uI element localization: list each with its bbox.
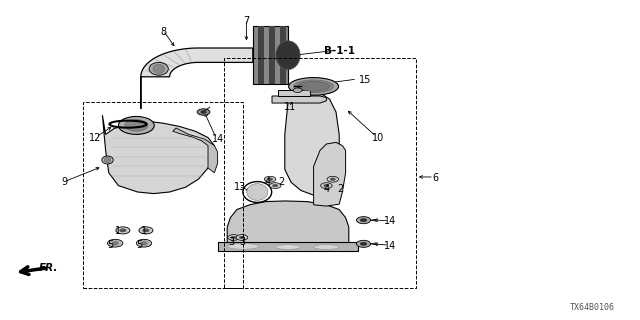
Bar [258, 27, 264, 84]
Polygon shape [272, 96, 326, 103]
Circle shape [125, 120, 148, 131]
Circle shape [136, 239, 152, 247]
Circle shape [143, 229, 149, 232]
Ellipse shape [104, 157, 111, 163]
Circle shape [264, 176, 276, 182]
Text: 4: 4 [264, 177, 271, 188]
Bar [83, 102, 243, 288]
Circle shape [228, 235, 239, 240]
Ellipse shape [153, 64, 164, 73]
Circle shape [112, 242, 118, 245]
Circle shape [273, 184, 278, 187]
Text: 7: 7 [243, 16, 250, 26]
Text: TX64B0106: TX64B0106 [570, 303, 614, 312]
Text: 1: 1 [141, 226, 147, 236]
Circle shape [327, 176, 339, 182]
Ellipse shape [247, 184, 268, 200]
Ellipse shape [289, 78, 339, 95]
Circle shape [356, 217, 371, 224]
Text: 4: 4 [323, 184, 330, 194]
Circle shape [236, 235, 248, 240]
Polygon shape [173, 128, 218, 173]
Text: 3: 3 [228, 236, 235, 247]
Text: 2: 2 [337, 184, 344, 194]
Bar [253, 27, 288, 84]
Text: 3: 3 [239, 236, 245, 247]
Circle shape [293, 88, 302, 92]
Text: 5: 5 [136, 240, 143, 250]
Text: 14: 14 [384, 216, 397, 227]
Text: 1: 1 [115, 226, 122, 236]
Ellipse shape [276, 41, 300, 70]
Circle shape [120, 229, 126, 232]
Ellipse shape [149, 62, 168, 75]
Text: 12: 12 [88, 132, 101, 143]
Circle shape [108, 239, 123, 247]
Circle shape [139, 227, 153, 234]
Circle shape [118, 116, 154, 134]
Circle shape [330, 178, 335, 180]
Polygon shape [285, 91, 342, 197]
Ellipse shape [314, 244, 339, 250]
Text: 6: 6 [432, 172, 438, 183]
Text: FR.: FR. [38, 263, 58, 273]
Ellipse shape [298, 82, 330, 91]
Circle shape [269, 183, 281, 188]
Ellipse shape [275, 244, 301, 250]
Circle shape [141, 242, 147, 245]
Ellipse shape [227, 244, 259, 249]
Text: 2: 2 [278, 177, 285, 188]
Ellipse shape [294, 80, 333, 93]
Polygon shape [227, 201, 349, 243]
Text: 5: 5 [107, 240, 113, 250]
Polygon shape [218, 242, 358, 251]
Bar [278, 90, 310, 96]
Text: 14: 14 [211, 134, 224, 144]
Polygon shape [141, 48, 253, 109]
Bar [269, 27, 275, 84]
Circle shape [324, 184, 329, 187]
Polygon shape [314, 142, 346, 206]
Text: B-1-1: B-1-1 [324, 46, 355, 56]
Text: 13: 13 [234, 182, 246, 192]
Ellipse shape [102, 156, 113, 164]
Text: 9: 9 [61, 177, 67, 188]
Circle shape [360, 219, 367, 222]
Bar [280, 27, 286, 84]
Circle shape [197, 109, 210, 115]
Polygon shape [102, 115, 214, 194]
Circle shape [360, 242, 367, 245]
Text: 15: 15 [358, 75, 371, 85]
Circle shape [201, 111, 206, 113]
Text: 8: 8 [160, 27, 166, 37]
Circle shape [321, 183, 332, 188]
Circle shape [231, 236, 236, 239]
Circle shape [268, 178, 273, 180]
Circle shape [116, 227, 130, 234]
Bar [224, 58, 416, 288]
Text: 11: 11 [284, 102, 296, 112]
Circle shape [356, 240, 371, 247]
Text: 14: 14 [384, 241, 397, 251]
Circle shape [239, 236, 244, 239]
Text: 10: 10 [371, 132, 384, 143]
